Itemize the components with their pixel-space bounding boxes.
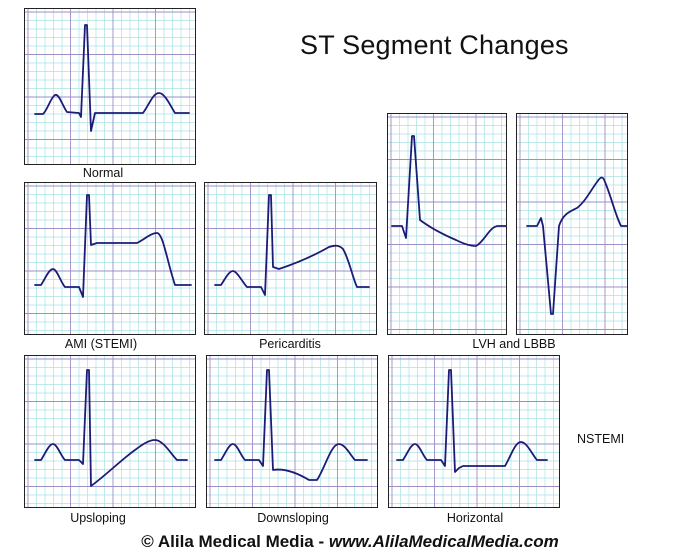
- ecg-grid-normal: [25, 9, 195, 164]
- ecg-trace-downsloping: [214, 369, 368, 481]
- label-pericarditis: Pericarditis: [259, 337, 321, 351]
- label-lvh: LVH and LBBB: [472, 337, 556, 351]
- ecg-grid-horizontal: [389, 356, 559, 507]
- ecg-panel-downsloping: [206, 355, 378, 508]
- copyright-text: © Alila Medical Media -: [141, 532, 329, 551]
- label-downsloping: Downsloping: [257, 511, 329, 525]
- ecg-grid-pericarditis: [205, 183, 376, 334]
- label-nstemi: NSTEMI: [577, 432, 625, 446]
- label-upsloping: Upsloping: [70, 511, 126, 525]
- ecg-grid-lbbb: [517, 114, 627, 334]
- label-ami: AMI (STEMI): [64, 337, 138, 351]
- ecg-trace-horizontal: [396, 369, 548, 473]
- ecg-grid-upsloping: [25, 356, 195, 507]
- ecg-panel-upsloping: [24, 355, 196, 508]
- ecg-panel-horizontal: [388, 355, 560, 508]
- ecg-panel-normal: [24, 8, 196, 165]
- ecg-grid-ami: [25, 183, 195, 334]
- ecg-trace-upsloping: [34, 369, 188, 487]
- website-text: www.AlilaMedicalMedia.com: [328, 532, 559, 551]
- ecg-panel-lvh: [387, 113, 507, 335]
- ecg-trace-normal: [34, 24, 190, 132]
- ecg-panel-ami: [24, 182, 196, 335]
- ecg-grid-downsloping: [207, 356, 377, 507]
- label-normal: Normal: [82, 166, 124, 180]
- copyright-footer: © Alila Medical Media - www.AlilaMedical…: [0, 532, 700, 552]
- page-title: ST Segment Changes: [300, 30, 569, 60]
- ecg-grid-lvh: [388, 114, 506, 334]
- ecg-trace-lvh: [391, 135, 506, 247]
- ecg-trace-ami: [34, 194, 192, 298]
- ecg-panel-lbbb: [516, 113, 628, 335]
- ecg-trace-lbbb: [526, 176, 627, 315]
- ecg-trace-pericarditis: [214, 194, 370, 296]
- ecg-panel-pericarditis: [204, 182, 377, 335]
- label-horizontal: Horizontal: [446, 511, 504, 525]
